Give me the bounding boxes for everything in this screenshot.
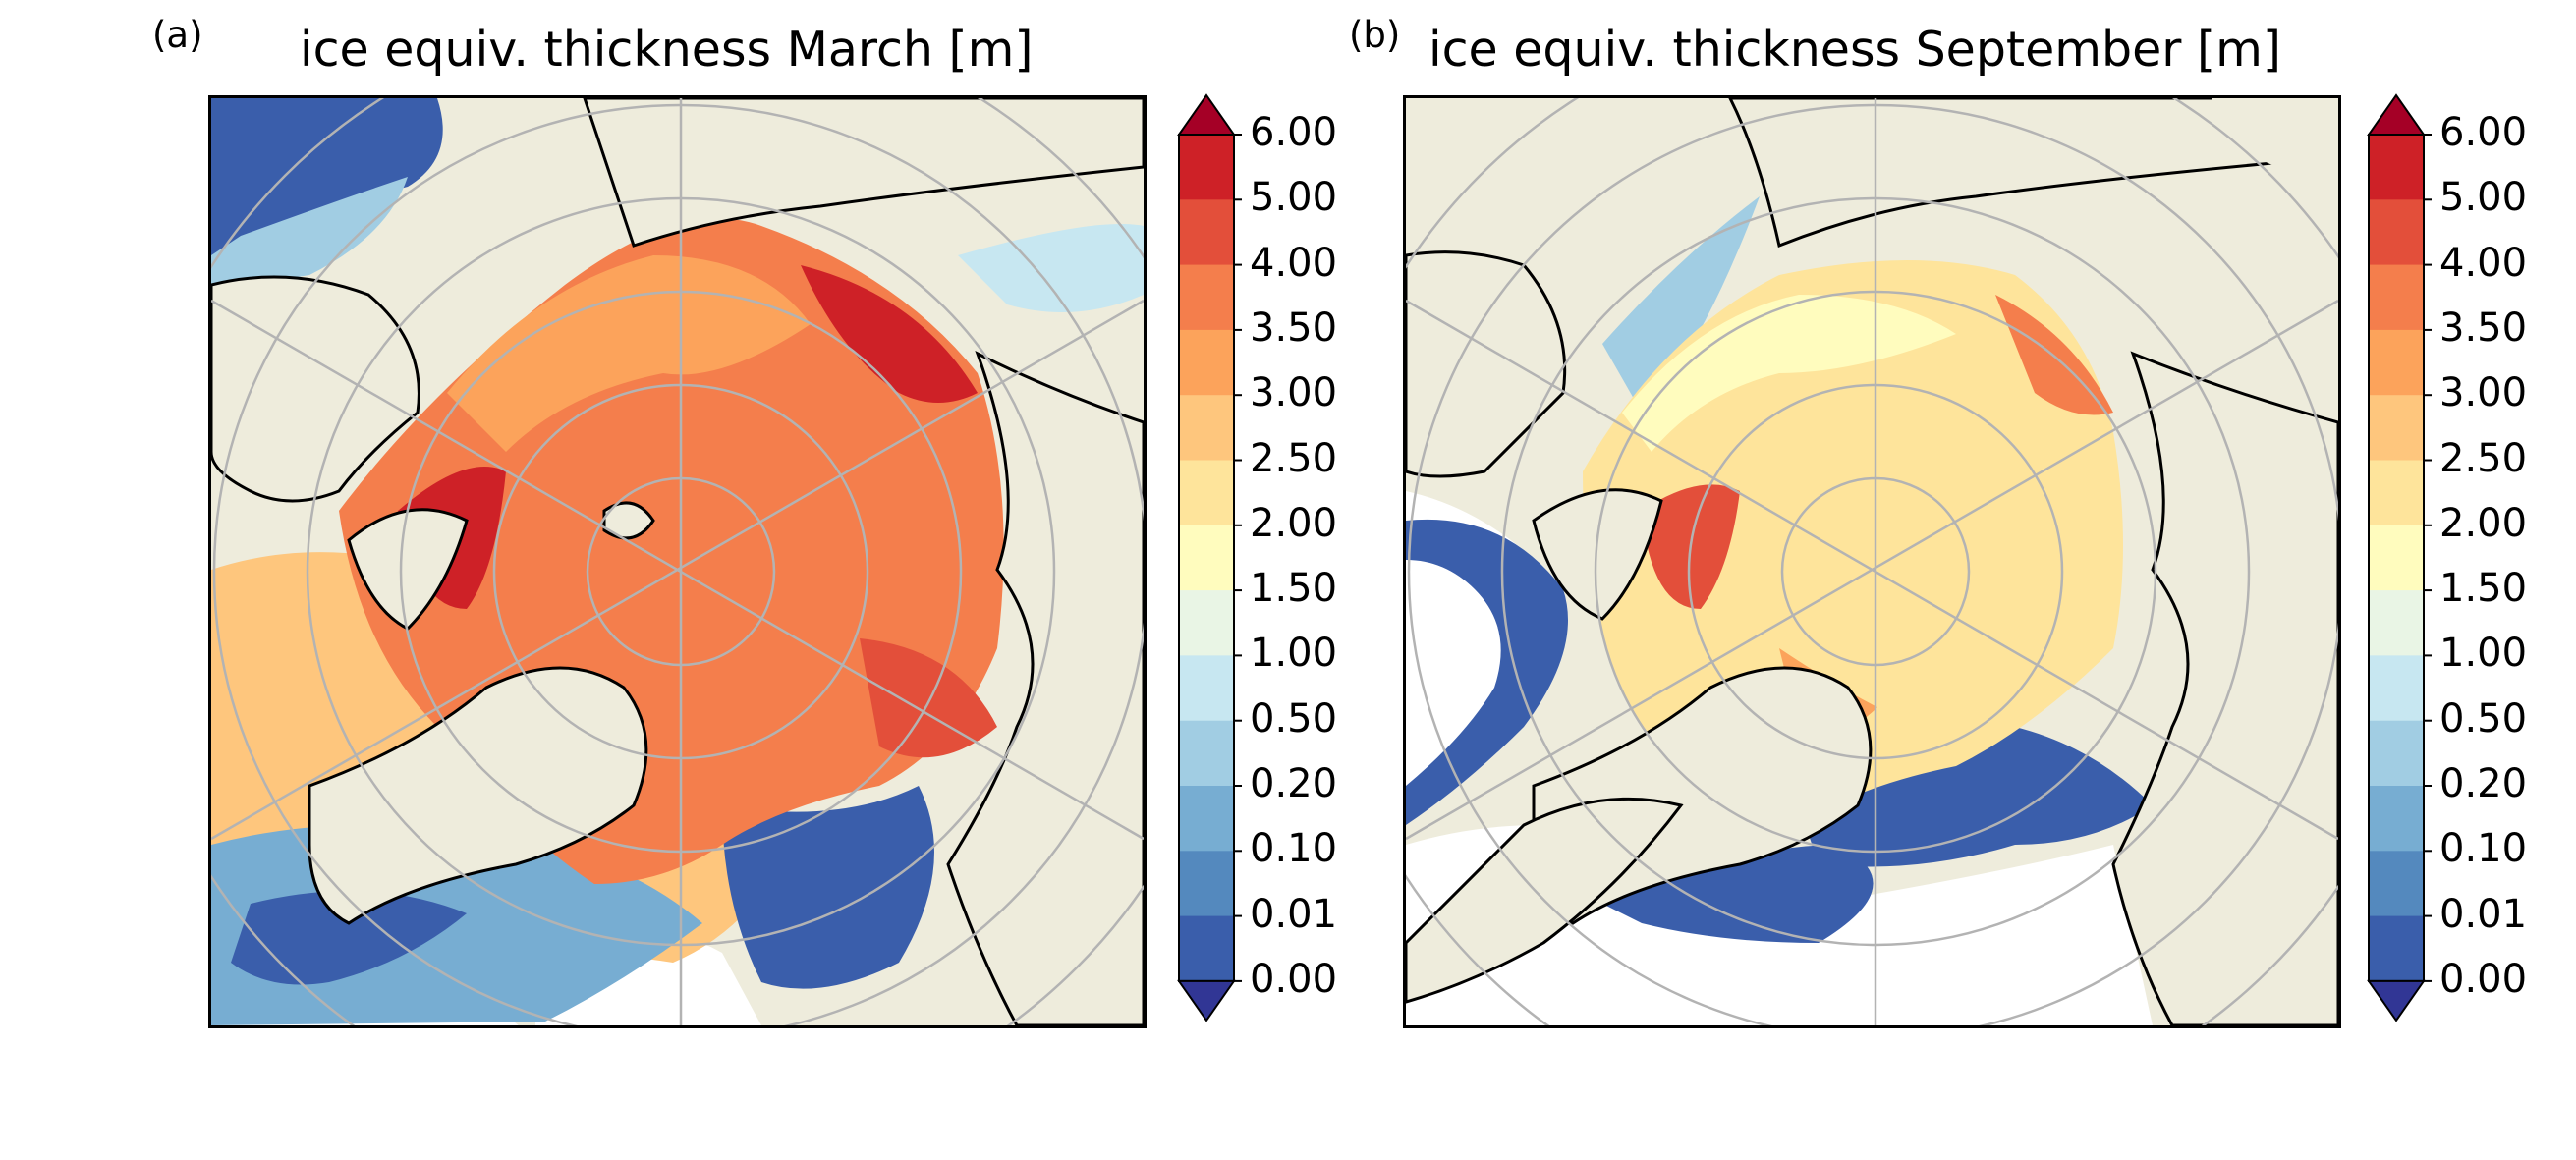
panel-september: (b) ice equiv. thickness September [m] (1288, 0, 2576, 1160)
ice-kara (860, 638, 997, 758)
colorbar-extend-max (2367, 93, 2426, 136)
colorbar-tick-label: 5.00 (1250, 175, 1338, 221)
colorbar-extend-min (1177, 979, 1236, 1022)
ice-chukchi-thin (1602, 196, 1760, 413)
colorbar-segment (1179, 199, 1234, 266)
colorbar-segment (1179, 915, 1234, 982)
land-alaska (1406, 250, 1567, 478)
ice-thin-band (231, 891, 467, 985)
colorbar-september: 6.00 5.00 4.00 3.50 3.00 2.50 2.00 1.50 1.00 0.50… (2365, 93, 2527, 1040)
ice-okhotsk (958, 224, 1144, 312)
colorbar-segment (2369, 460, 2424, 526)
colorbar-svg (2367, 93, 2432, 1022)
land-eurasia (946, 350, 1144, 1025)
colorbar-segment (1179, 329, 1234, 396)
panel-label: (a) (152, 14, 203, 56)
ice-greenland-edge (1602, 845, 1874, 943)
colorbar-tick-label: 0.10 (2439, 826, 2528, 872)
land-eurasia (2111, 351, 2338, 1025)
map-svg (211, 98, 1144, 1025)
colorbar-segment (2369, 915, 2424, 982)
colorbar-segment (1179, 655, 1234, 722)
colorbar-segment (2369, 590, 2424, 656)
panel-title: ice equiv. thickness March [m] (300, 22, 1034, 78)
colorbar-tick-label: 3.50 (1250, 304, 1338, 351)
panel-label: (b) (1349, 14, 1401, 56)
land-alaska (211, 275, 420, 503)
colorbar-tick-label: 0.00 (2439, 956, 2528, 1002)
colorbar-tick-label: 5.00 (2439, 175, 2528, 221)
ice-bering-mid (211, 177, 408, 295)
map-svg (1406, 98, 2338, 1025)
colorbar-segment (2369, 786, 2424, 852)
colorbar-extend-min (2367, 979, 2426, 1022)
ice-barents-edge (1799, 727, 2153, 867)
colorbar-segment (1179, 590, 1234, 656)
colorbar-tick-label: 4.00 (1250, 240, 1338, 286)
land-siberia (583, 98, 1144, 248)
panel-title: ice equiv. thickness September [m] (1428, 22, 2281, 78)
colorbar-extend-max (1177, 93, 1236, 136)
colorbar-segment (2369, 720, 2424, 787)
graticule (1406, 98, 2338, 1025)
colorbar-segment (1179, 525, 1234, 591)
colorbar-tick-label: 1.50 (2439, 566, 2528, 612)
colorbar-tick-label: 2.50 (1250, 435, 1338, 481)
colorbar-tick-label: 2.00 (2439, 500, 2528, 546)
ice-beaufort (447, 255, 811, 452)
ice-beaufort (1622, 295, 1956, 452)
colorbar-tick-label: 3.50 (2439, 304, 2528, 351)
colorbar-segment (2369, 655, 2424, 722)
colorbar-tick-label: 4.00 (2439, 240, 2528, 286)
colorbar-segment (1179, 851, 1234, 917)
panel-march: (a) ice equiv. thickness March [m] (152, 14, 1337, 1040)
colorbar-tick-label: 1.00 (2439, 631, 2528, 677)
colorbar-segment (2369, 851, 2424, 917)
colorbar-tick-label: 0.01 (2439, 891, 2528, 937)
colorbar-segment (1179, 720, 1234, 787)
colorbar-tick-label: 0.20 (2439, 761, 2528, 806)
colorbar-tick-label: 2.50 (2439, 435, 2528, 481)
colorbar-march: 6.00 5.00 4.00 3.50 3.00 2.50 2.00 1.50 1.00 0.50… (1175, 93, 1337, 1040)
colorbar-tick-label: 2.00 (1250, 500, 1338, 546)
colorbar-tick-label: 6.00 (2439, 110, 2528, 155)
colorbar-tick-label: 0.01 (1250, 891, 1338, 937)
land-canadian-islands (347, 508, 469, 631)
colorbar-tick-label: 0.50 (2439, 695, 2528, 742)
land-canadian-islands (1532, 488, 1663, 621)
colorbar-segment (1179, 786, 1234, 852)
colorbar-tick-label: 6.00 (1250, 110, 1338, 155)
colorbar-segment (2369, 525, 2424, 591)
land-siberia (1728, 98, 2338, 249)
ice-bering-low (211, 98, 443, 255)
colorbar-segment (2369, 395, 2424, 461)
colorbar-segment (2369, 329, 2424, 396)
colorbar-segment (1179, 395, 1234, 461)
colorbar-tick-label: 3.00 (1250, 370, 1338, 416)
colorbar-svg (1177, 93, 1242, 1022)
colorbar-tick-label: 0.20 (1250, 761, 1338, 806)
land-greenland (308, 666, 648, 925)
graticule (211, 98, 1144, 1025)
land-northeast (2212, 98, 2338, 177)
colorbar-tick-label: 0.10 (1250, 826, 1338, 872)
colorbar-segment (2369, 264, 2424, 331)
colorbar-segment (2369, 135, 2424, 200)
colorbar-segment (1179, 460, 1234, 526)
colorbar-segment (1179, 264, 1234, 331)
colorbar-tick-label: 0.50 (1250, 695, 1338, 742)
map-march (208, 95, 1147, 1028)
colorbar-segment (2369, 199, 2424, 266)
ice-thick-east (801, 265, 978, 403)
map-september (1403, 95, 2341, 1028)
ice-hudson-thin (1406, 519, 1568, 825)
colorbar-tick-label: 0.00 (1250, 956, 1338, 1002)
colorbar-tick-label: 3.00 (2439, 370, 2528, 416)
colorbar-tick-label: 1.50 (1250, 566, 1338, 612)
colorbar-tick-label: 1.00 (1250, 631, 1338, 677)
land-island-small (602, 501, 655, 540)
colorbar-segment (1179, 135, 1234, 200)
